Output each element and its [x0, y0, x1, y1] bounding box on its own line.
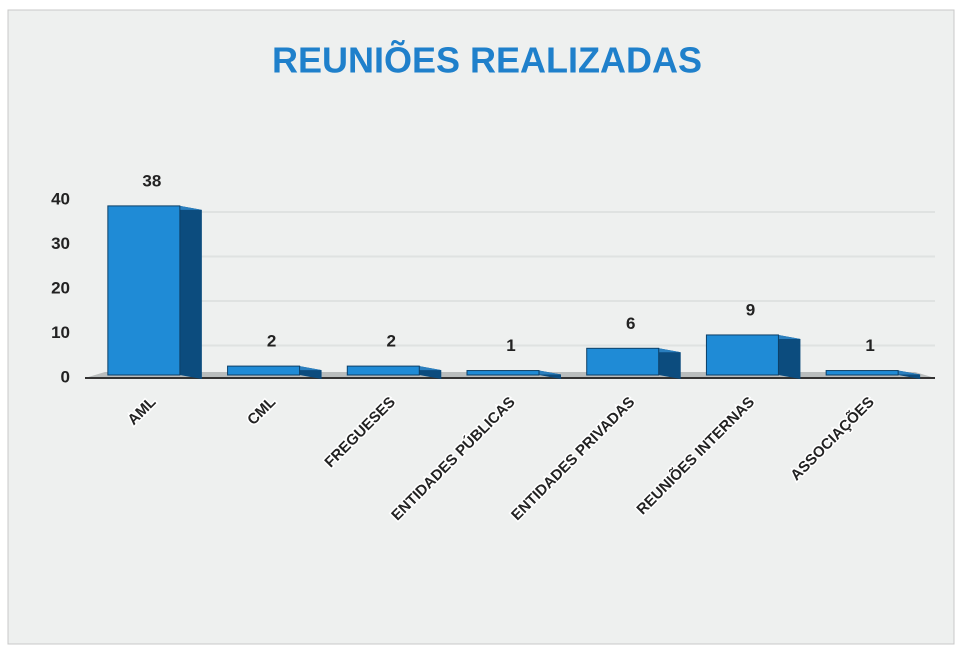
- value-label: 1: [865, 336, 874, 355]
- y-tick-label: 20: [51, 278, 70, 297]
- bar: [825, 370, 899, 376]
- value-label: 9: [746, 300, 755, 319]
- bar: [107, 205, 181, 376]
- value-label: 1: [506, 336, 515, 355]
- bar: [466, 370, 540, 376]
- y-tick-label: 30: [51, 234, 70, 253]
- value-label: 6: [626, 314, 635, 333]
- chart-title: REUNIÕES REALIZADAS: [272, 39, 702, 81]
- bar: [346, 365, 420, 376]
- y-tick-label: 10: [51, 323, 70, 342]
- bar-side: [179, 205, 202, 379]
- value-label: 38: [142, 171, 161, 190]
- bar: [586, 347, 660, 376]
- y-tick-label: 40: [51, 189, 70, 208]
- bar-side: [658, 348, 681, 379]
- bar: [705, 334, 779, 376]
- y-tick-label: 0: [61, 367, 70, 386]
- bar: [227, 365, 301, 376]
- value-label: 2: [387, 332, 396, 351]
- value-label: 2: [267, 332, 276, 351]
- bar-side: [778, 334, 801, 379]
